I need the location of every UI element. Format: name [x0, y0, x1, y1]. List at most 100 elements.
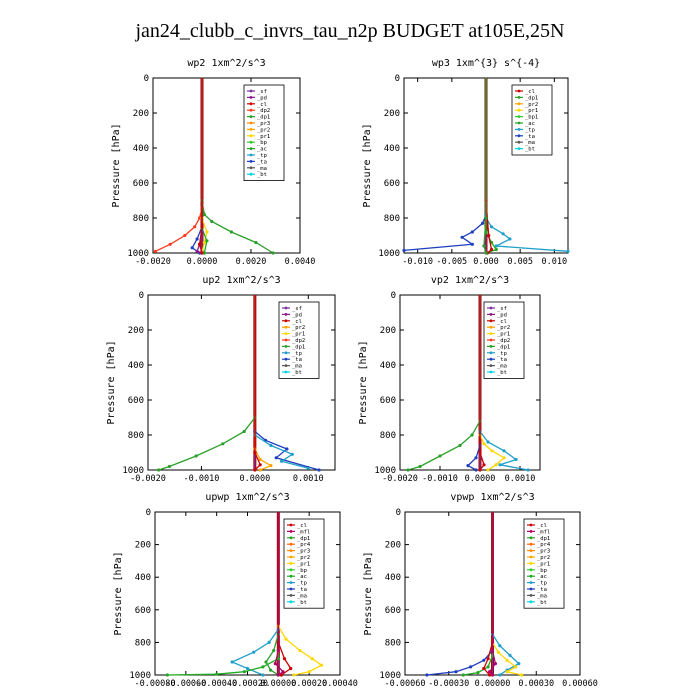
y-tick-label: 1000: [379, 671, 401, 681]
y-tick-label: 0: [396, 508, 401, 518]
y-tick-label: 0: [391, 291, 396, 301]
series-point: [494, 463, 498, 467]
y-tick-label: 1000: [378, 249, 400, 259]
series-point: [502, 449, 506, 453]
chart-panel-1: wp2 1xm^2/s^3 Pressure [hPa] 0 200 400 600 800…: [111, 58, 315, 267]
legend-label: _pr1: [292, 332, 305, 338]
legend-marker: [289, 574, 293, 578]
legend-label: _pr1: [297, 561, 310, 567]
series-point: [520, 673, 524, 677]
legend-marker: [289, 568, 293, 572]
legend-marker: [529, 594, 533, 597]
legend-marker: [284, 313, 288, 316]
series-point: [264, 660, 268, 664]
legend-marker: [529, 600, 533, 604]
series-point: [157, 468, 161, 472]
series-point: [508, 237, 512, 241]
legend-label: _ac: [257, 147, 267, 153]
legend-marker: [517, 89, 521, 93]
legend-label: _pr1: [257, 134, 270, 140]
legend-marker: [289, 562, 293, 565]
legend-marker: [284, 351, 288, 355]
x-tick-label: -0.010: [402, 257, 433, 267]
legend-marker: [289, 530, 293, 533]
series-point: [476, 671, 480, 675]
series-point: [482, 658, 486, 662]
legend-marker: [489, 338, 493, 342]
legend-marker: [529, 574, 533, 578]
series-point: [406, 468, 410, 472]
legend-marker: [289, 587, 293, 591]
series-point: [273, 662, 277, 666]
series-point: [306, 466, 310, 470]
series-point: [319, 663, 324, 667]
series-line-tp: [230, 512, 279, 676]
series-point: [153, 249, 157, 253]
legend-box: [243, 84, 285, 181]
y-tick-label: 0: [139, 291, 144, 301]
legend-marker: [489, 313, 493, 316]
series-point: [193, 225, 197, 229]
x-tick-label: 0.0020: [236, 257, 267, 267]
series-point: [502, 456, 506, 460]
legend-label: _pr2: [525, 102, 538, 108]
legend-marker: [517, 121, 521, 125]
series-point: [242, 429, 246, 434]
y-tick-label: 400: [128, 361, 144, 371]
x-tick-label: 0.0010: [505, 474, 536, 484]
x-tick-label: -0.00080: [135, 679, 176, 689]
series-point: [490, 673, 495, 677]
series-point: [183, 233, 187, 238]
legend-label: _pr2: [537, 555, 550, 561]
y-tick-label: 200: [380, 326, 396, 336]
legend-marker: [489, 357, 493, 361]
legend-label: _cl: [297, 523, 307, 529]
legend-label: _bp: [257, 140, 267, 146]
series-point: [253, 468, 257, 472]
legend-label: _ta: [257, 159, 267, 165]
legend-marker: [249, 121, 253, 125]
series-point: [470, 230, 474, 234]
y-tick-label: 600: [384, 179, 400, 189]
legend-marker: [284, 370, 288, 374]
series-point: [285, 447, 289, 451]
legend-label: _ta: [537, 587, 547, 593]
x-tick-label: 0.00020: [291, 679, 327, 689]
legend-label: _pr1: [537, 561, 550, 567]
series-point: [205, 239, 209, 243]
series-point: [229, 230, 233, 234]
series-point: [488, 670, 492, 674]
legend-label: _dp2: [257, 108, 270, 114]
legend-marker: [284, 357, 288, 361]
series-point: [205, 230, 209, 234]
legend-label: _ma: [497, 364, 507, 370]
legend-label: _tp: [497, 351, 507, 357]
legend-marker: [249, 108, 253, 112]
series-point: [307, 670, 311, 674]
legend-label: _sf: [292, 306, 302, 312]
series-point: [269, 464, 273, 468]
series-point: [230, 660, 234, 664]
legend-label: _pr4: [297, 542, 311, 548]
series-point: [482, 442, 486, 446]
series-point: [200, 251, 204, 255]
series-point: [252, 650, 256, 654]
series-point: [489, 225, 494, 229]
y-tick-label: 400: [385, 573, 401, 583]
series-line-ta: [403, 78, 487, 252]
legend-label: _ma: [297, 593, 307, 599]
legend-label: _ma: [537, 593, 547, 599]
series-point: [514, 665, 518, 669]
legend-marker: [529, 587, 533, 591]
series-point: [478, 468, 482, 472]
series-point: [298, 648, 302, 653]
legend-marker: [284, 345, 288, 348]
legend-label: _cl: [537, 523, 547, 529]
series-point: [198, 242, 202, 246]
series-point: [482, 666, 486, 671]
series-point: [290, 452, 294, 456]
series-line-pr1: [491, 512, 522, 676]
series-point: [470, 433, 474, 437]
legend-label: _dp1: [292, 344, 305, 350]
series-point: [505, 658, 509, 662]
